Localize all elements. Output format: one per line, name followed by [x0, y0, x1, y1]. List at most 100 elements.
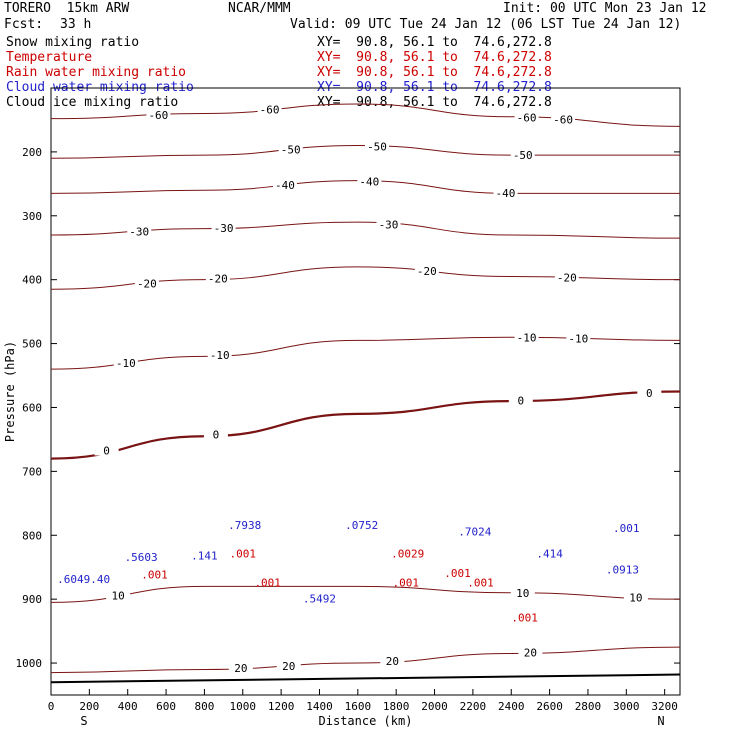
mixing-ratio-label: .5492 — [303, 592, 336, 605]
mixing-ratio-label: .001 — [444, 567, 471, 580]
contour-label-bg — [106, 588, 131, 601]
x-tick-label: 1000 — [230, 700, 257, 713]
contour-label-bg — [414, 264, 439, 277]
contour-label-bg — [518, 645, 543, 658]
contour-label-bg — [278, 142, 303, 155]
temperature-contour — [50, 145, 680, 159]
y-axis-title: Pressure (hPa) — [3, 341, 17, 442]
forecast-hours: 33 h — [60, 17, 92, 32]
contour-label-bg — [228, 660, 253, 673]
temperature-contour — [50, 221, 681, 239]
contour-label: 0 — [518, 395, 525, 408]
temperature-contour — [50, 390, 681, 460]
mixing-ratio-label: .001 — [230, 548, 257, 561]
mixing-ratio-label: .001 — [393, 576, 420, 589]
y-tick-label: 800 — [22, 529, 42, 542]
contour-label: -20 — [557, 272, 577, 285]
legend-entry-xy: XY= 90.8, 56.1 to 74.6,272.8 — [317, 65, 552, 80]
contour-label: -40 — [275, 179, 295, 192]
mixing-ratio-label: .6049.40 — [57, 573, 110, 586]
contour-label-bg — [211, 220, 236, 233]
mixing-ratio-label: .001 — [511, 612, 538, 625]
x-tick-label: 600 — [156, 700, 176, 713]
y-tick-label: 200 — [22, 146, 42, 159]
mixing-ratio-label: .0029 — [391, 548, 424, 561]
contour-label-bg — [94, 443, 119, 456]
x-tick-label: 2200 — [460, 700, 487, 713]
mixing-ratio-label: .001 — [254, 576, 281, 589]
contour-label-bg — [566, 331, 591, 344]
temperature-contour — [50, 646, 681, 674]
x-tick-label: 800 — [194, 700, 214, 713]
contour-label: -40 — [496, 187, 516, 200]
contour-label: -10 — [116, 357, 136, 370]
mixing-ratio-label: .414 — [536, 548, 563, 561]
contour-label: -10 — [210, 349, 230, 362]
contour-label: 20 — [524, 647, 537, 660]
contour-label-bg — [493, 185, 518, 198]
contour-label: 20 — [234, 662, 247, 675]
model-title: TORERO 15km ARW — [4, 1, 130, 16]
legend-entry-xy: XY= 90.8, 56.1 to 74.6,272.8 — [317, 50, 552, 65]
contour-label: -20 — [417, 265, 437, 278]
x-tick-label: 2600 — [536, 700, 563, 713]
contour-label: 0 — [103, 444, 110, 457]
contour-label-bg — [127, 224, 152, 237]
x-axis-title: Distance (km) — [319, 714, 413, 728]
contour-label: 10 — [516, 587, 529, 600]
contour-label: 10 — [629, 591, 642, 604]
contour-label-bg — [113, 355, 138, 368]
contour-label: -60 — [148, 109, 168, 122]
legend-entry-name: Rain water mixing ratio — [6, 65, 187, 80]
mixing-ratio-label: .0752 — [345, 519, 378, 532]
contour-label-bg — [623, 590, 648, 603]
contour-label-bg — [510, 148, 535, 161]
contour-label-bg — [357, 174, 382, 187]
contour-label-bg — [146, 108, 171, 121]
x-tick-label: 1800 — [383, 700, 410, 713]
contour-label: 10 — [111, 589, 124, 602]
contour-label-bg — [637, 386, 662, 399]
contour-label: -10 — [517, 331, 537, 344]
contour-label-bg — [380, 653, 405, 666]
contour-label-bg — [510, 586, 535, 599]
y-tick-label: 600 — [22, 401, 42, 414]
x-tick-label: 2800 — [575, 700, 602, 713]
contour-label: -30 — [129, 225, 149, 238]
x-tick-label: 1600 — [345, 700, 372, 713]
contour-label: -50 — [281, 144, 301, 157]
valid-time: Valid: 09 UTC Tue 24 Jan 12 (06 LST Tue … — [290, 17, 682, 32]
contour-label-bg — [205, 271, 230, 284]
forecast-label: Fcst: — [4, 17, 44, 32]
x-tick-label: 400 — [118, 700, 138, 713]
contour-label: -50 — [367, 141, 387, 154]
contour-label-bg — [365, 139, 390, 152]
legend-entry-xy: XY= 90.8, 56.1 to 74.6,272.8 — [317, 95, 552, 110]
contour-label-bg — [514, 330, 539, 343]
legend-entry-name: Snow mixing ratio — [6, 35, 140, 50]
mixing-ratio-label: .001 — [467, 576, 494, 589]
contour-label: -10 — [568, 332, 588, 345]
contour-label-bg — [551, 112, 576, 125]
contour-label-bg — [207, 347, 232, 360]
contour-label-bg — [508, 393, 533, 406]
y-tick-label: 700 — [22, 465, 42, 478]
contour-label: 0 — [213, 429, 220, 442]
legend-entry-name: Cloud ice mixing ratio — [6, 95, 179, 110]
contour-label: -40 — [359, 176, 379, 189]
contour-label-bg — [554, 270, 579, 283]
mixing-ratio-label: .7938 — [228, 519, 261, 532]
x-tick-label: 2000 — [421, 700, 448, 713]
contour-label-bg — [276, 658, 301, 671]
contour-label-bg — [134, 276, 159, 289]
north-label: N — [657, 714, 664, 728]
mixing-ratio-label: .7024 — [458, 525, 491, 538]
y-tick-label: 300 — [22, 210, 42, 223]
contour-label: 0 — [646, 387, 653, 400]
surface-line — [50, 673, 681, 684]
y-tick-label: 900 — [22, 593, 42, 606]
legend-entry-xy: XY= 90.8, 56.1 to 74.6,272.8 — [317, 35, 552, 50]
contour-label: 20 — [386, 655, 399, 668]
contour-label: -60 — [553, 114, 573, 127]
x-tick-label: 2400 — [498, 700, 525, 713]
